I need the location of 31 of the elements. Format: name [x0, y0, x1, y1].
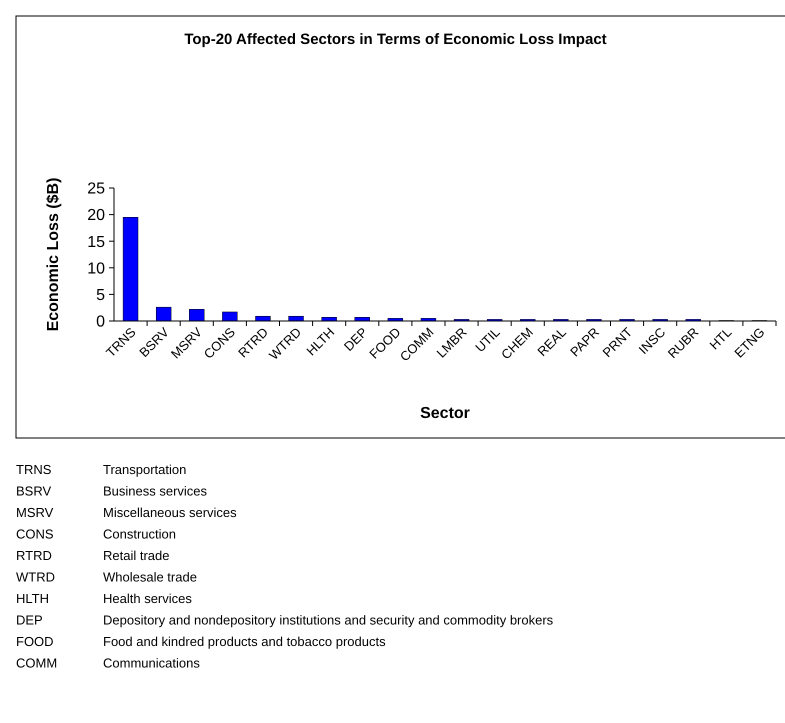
y-tick-label: 10 [87, 260, 106, 278]
text: Miscellaneous services [103, 505, 238, 520]
text: MSRV [16, 505, 54, 520]
text: FOOD [16, 634, 54, 649]
y-tick-label: 0 [96, 314, 106, 331]
text: BSRV [16, 484, 52, 498]
text: Retail trade [103, 548, 170, 563]
text: DEP [16, 612, 43, 628]
text: RTRD [16, 548, 52, 563]
y-tick-label: 25 [87, 180, 106, 198]
y-tick-label: 5 [96, 287, 106, 304]
chart-title: Top-20 Affected Sectors in Terms of Economic Loss Impact [184, 31, 607, 48]
text: TRNS [16, 462, 52, 477]
text: WTRD [16, 570, 55, 584]
text: Depository and nondepository institutions and security and commodity brokers [103, 612, 554, 628]
text: COMM [16, 656, 58, 670]
y-tick-label: 15 [87, 234, 106, 251]
x-axis-title: Sector [420, 405, 470, 422]
y-axis-title: Economic Loss ($B) [45, 178, 62, 332]
text: Wholesale trade [103, 570, 197, 584]
x-tick-label: UTIL [472, 324, 503, 356]
text: Health services [103, 591, 192, 606]
text: HLTH [16, 591, 49, 606]
text: Food and kindred products and tobacco products [103, 634, 386, 649]
x-tick-label: HTL [706, 324, 734, 352]
text: Construction [103, 526, 176, 542]
text: Transportation [103, 462, 186, 477]
y-tick-label: 20 [87, 207, 106, 224]
text: Business services [103, 484, 208, 498]
text: Communications [103, 656, 200, 670]
text: CONS [16, 526, 54, 542]
